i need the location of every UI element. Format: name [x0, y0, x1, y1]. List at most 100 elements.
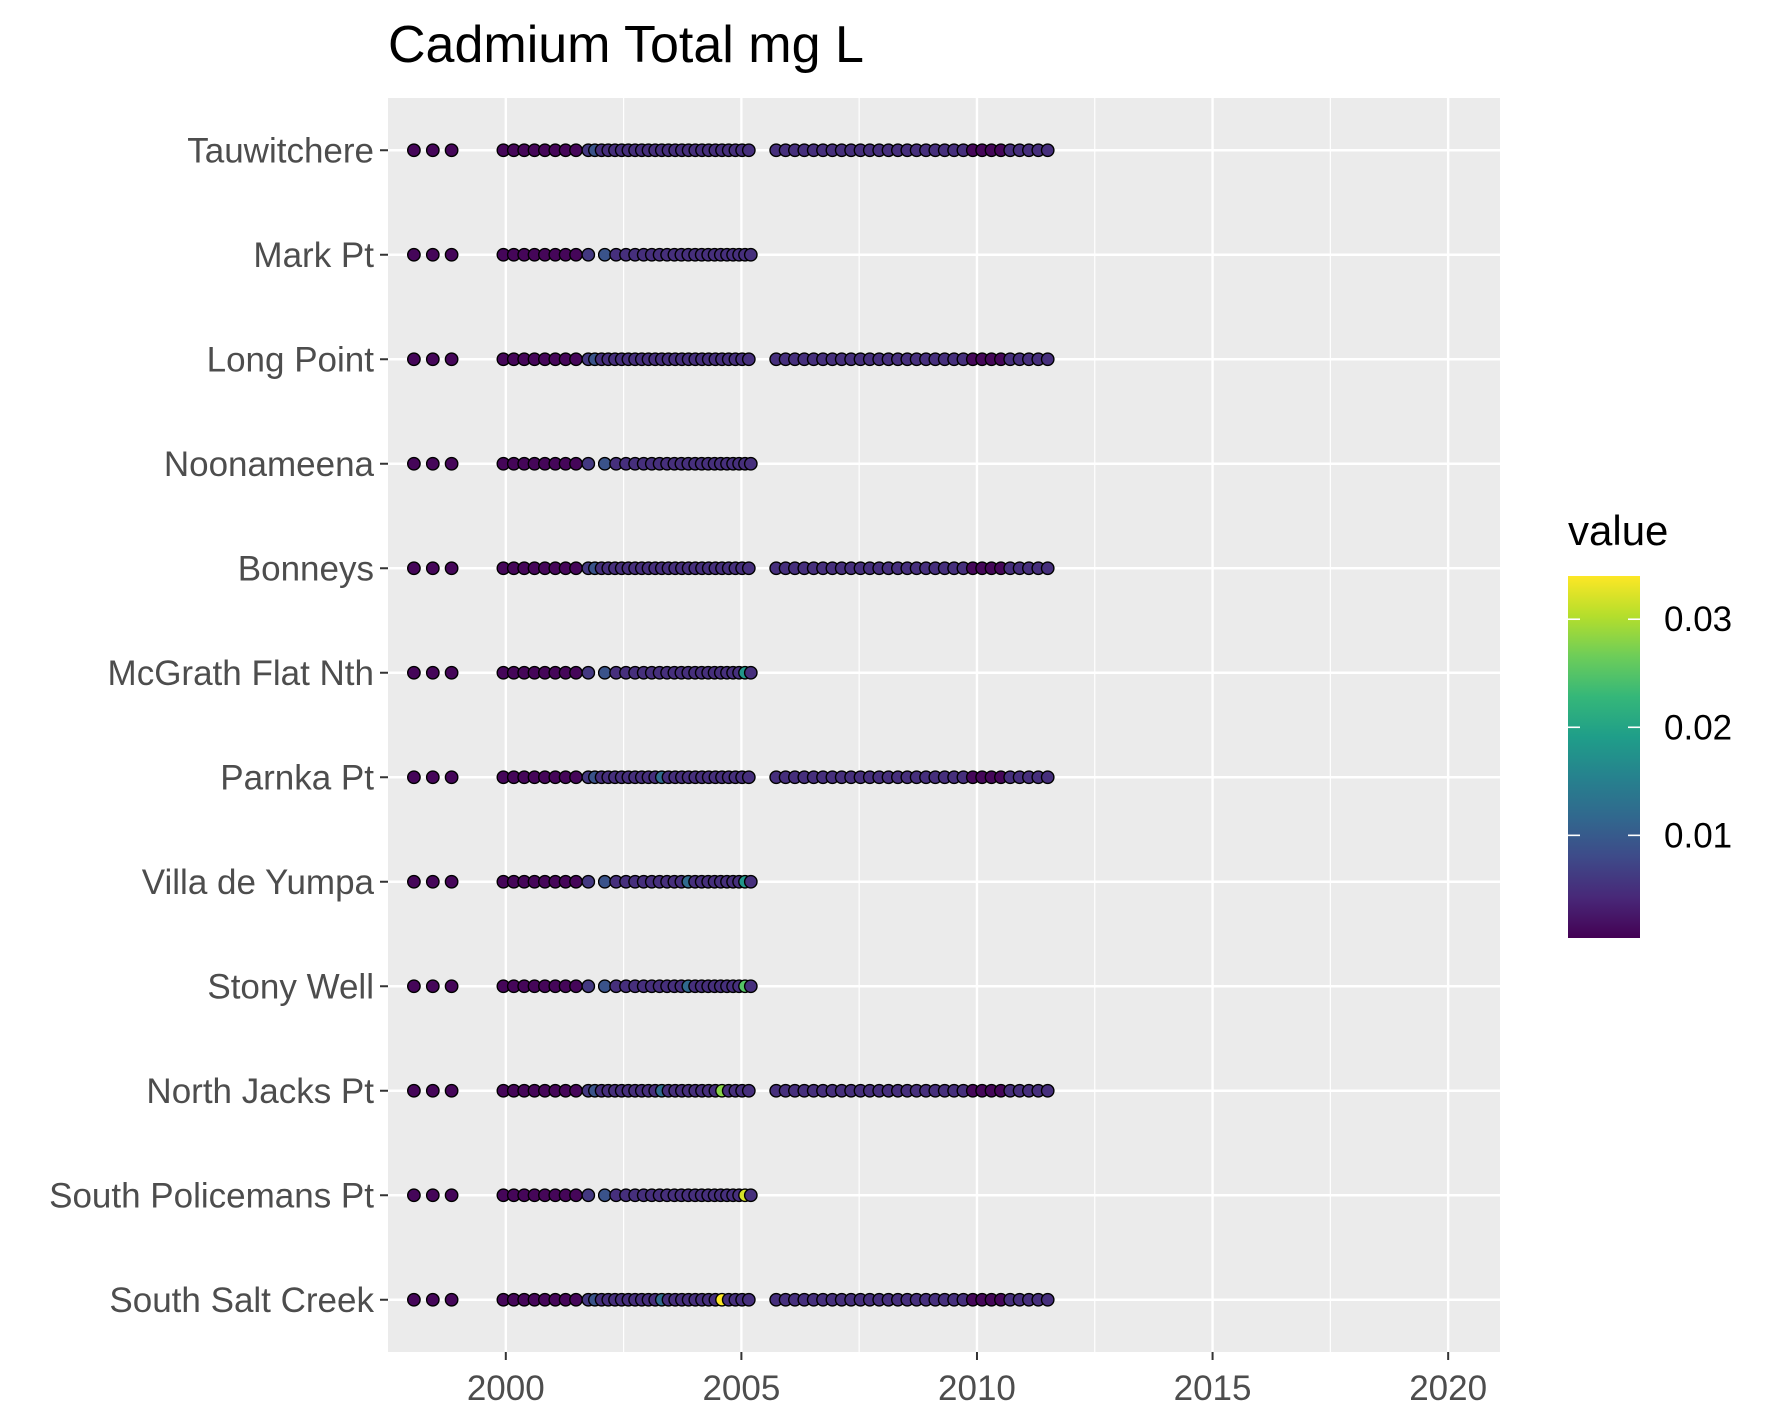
data-point	[425, 352, 440, 367]
data-point	[569, 665, 583, 680]
data-point	[406, 665, 421, 680]
data-point	[406, 770, 421, 785]
chart-title: Cadmium Total mg L	[388, 16, 864, 74]
data-point	[406, 979, 421, 994]
data-point	[425, 143, 440, 158]
data-point	[581, 874, 596, 889]
data-point	[425, 665, 440, 680]
data-point	[569, 247, 583, 262]
data-point	[425, 1188, 440, 1203]
data-point	[425, 770, 440, 785]
data-point	[1040, 143, 1055, 158]
data-point	[444, 247, 459, 262]
data-point	[425, 1292, 440, 1307]
data-point	[741, 561, 756, 576]
data-point	[581, 1188, 596, 1203]
data-point	[741, 1083, 756, 1098]
data-point	[1040, 1292, 1055, 1307]
x-tick-label: 2010	[938, 1369, 1016, 1408]
data-point	[569, 456, 583, 471]
data-point	[444, 143, 459, 158]
data-point	[406, 456, 421, 471]
data-point	[569, 143, 583, 158]
data-point	[406, 1083, 421, 1098]
data-point	[425, 979, 440, 994]
x-tick-label: 2015	[1174, 1369, 1252, 1408]
data-point	[741, 352, 756, 367]
data-point	[741, 1292, 756, 1307]
data-point	[444, 561, 459, 576]
y-tick-label: Stony Well	[207, 967, 374, 1006]
data-point	[425, 247, 440, 262]
legend-colorbar	[1568, 576, 1640, 938]
y-tick-label: Tauwitchere	[187, 131, 374, 170]
y-tick-label: Noonameena	[164, 445, 375, 484]
y-tick-label: North Jacks Pt	[146, 1072, 374, 1111]
legend: value 0.01 0.02 0.03	[1568, 507, 1732, 938]
data-point	[597, 874, 612, 889]
y-tick-label: Mark Pt	[253, 236, 374, 275]
data-point	[444, 1083, 459, 1098]
data-point	[1040, 352, 1055, 367]
data-point	[569, 1188, 583, 1203]
plot-panel	[388, 98, 1500, 1352]
data-point	[581, 665, 596, 680]
data-point	[425, 456, 440, 471]
x-tick-label: 2005	[702, 1369, 780, 1408]
data-point	[569, 874, 583, 889]
data-point	[597, 456, 612, 471]
data-point	[444, 665, 459, 680]
data-point	[743, 247, 758, 262]
y-tick-label: Parnka Pt	[220, 758, 374, 797]
data-point	[425, 561, 440, 576]
points-layer	[406, 143, 1055, 1307]
data-point	[743, 456, 758, 471]
data-point	[1040, 1083, 1055, 1098]
data-point	[741, 143, 756, 158]
data-point	[581, 979, 596, 994]
x-axis: 2000 2005 2010 2015 2020	[467, 1352, 1487, 1408]
data-point	[406, 1188, 421, 1203]
data-point	[743, 665, 758, 680]
data-point	[569, 1083, 583, 1098]
data-point	[569, 561, 583, 576]
data-point	[1040, 770, 1055, 785]
data-point	[581, 247, 596, 262]
y-axis: Tauwitchere Mark Pt Long Point Noonameena Bo…	[49, 131, 388, 1320]
data-point	[444, 874, 459, 889]
data-point	[406, 874, 421, 889]
data-point	[597, 979, 612, 994]
legend-tick-label: 0.03	[1664, 600, 1732, 639]
y-tick-label: Villa de Yumpa	[142, 863, 375, 902]
legend-tick-label: 0.02	[1664, 708, 1732, 747]
data-point	[569, 352, 583, 367]
x-tick-label: 2000	[467, 1369, 545, 1408]
data-point	[743, 1188, 758, 1203]
data-point	[444, 352, 459, 367]
data-point	[425, 1083, 440, 1098]
y-tick-label: Long Point	[207, 340, 375, 379]
data-point	[569, 979, 583, 994]
data-point	[444, 456, 459, 471]
data-point	[1040, 561, 1055, 576]
data-point	[406, 352, 421, 367]
data-point	[597, 247, 612, 262]
y-tick-label: McGrath Flat Nth	[108, 654, 374, 693]
y-tick-label: Bonneys	[238, 549, 374, 588]
data-point	[444, 979, 459, 994]
data-point	[597, 1188, 612, 1203]
x-tick-label: 2020	[1409, 1369, 1487, 1408]
data-point	[581, 456, 596, 471]
data-point	[406, 247, 421, 262]
y-tick-label: South Policemans Pt	[49, 1176, 374, 1215]
data-point	[743, 979, 758, 994]
data-point	[406, 561, 421, 576]
legend-ticks: 0.01 0.02 0.03	[1568, 600, 1732, 855]
data-point	[444, 770, 459, 785]
data-point	[444, 1292, 459, 1307]
data-point	[569, 1292, 583, 1307]
data-point	[597, 665, 612, 680]
data-point	[406, 143, 421, 158]
data-point	[743, 874, 758, 889]
